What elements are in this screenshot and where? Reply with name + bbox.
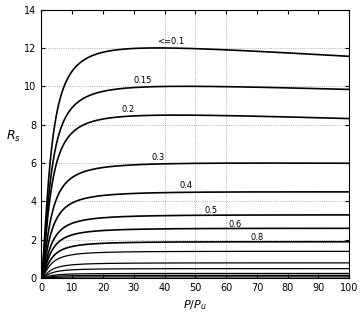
Text: 0.15: 0.15: [134, 76, 152, 85]
Y-axis label: $R_s$: $R_s$: [5, 129, 21, 144]
Text: 0.6: 0.6: [229, 219, 242, 229]
Text: <=0.1: <=0.1: [157, 37, 184, 46]
Text: 0.8: 0.8: [250, 233, 264, 242]
Text: 0.3: 0.3: [152, 153, 165, 162]
Text: 0.5: 0.5: [204, 206, 217, 215]
Text: 0.2: 0.2: [121, 106, 134, 114]
Text: 0.4: 0.4: [179, 182, 193, 190]
X-axis label: $P/P_u$: $P/P_u$: [183, 299, 207, 313]
